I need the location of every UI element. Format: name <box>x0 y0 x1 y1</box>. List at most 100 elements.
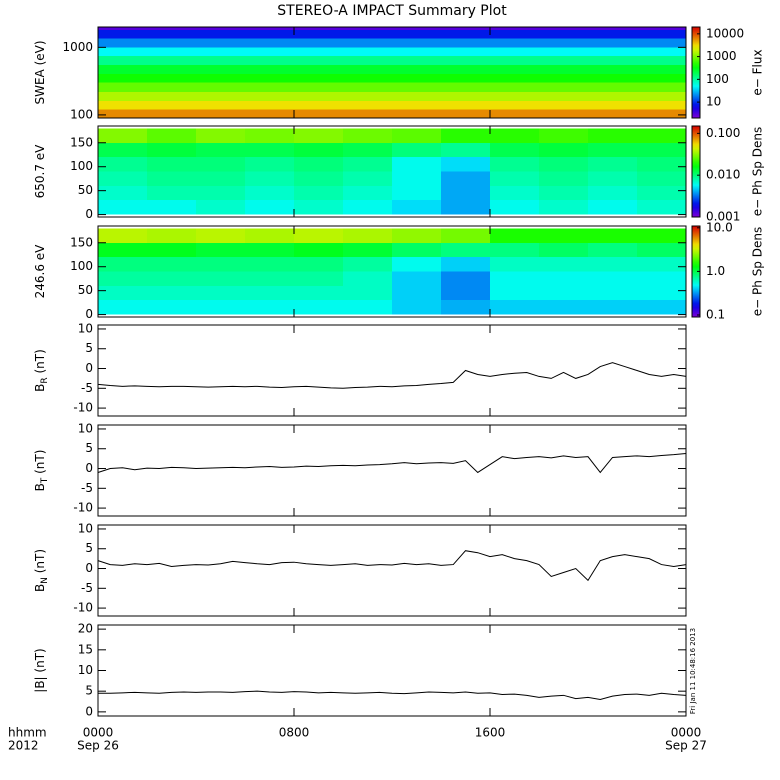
heatmap-cell <box>490 142 539 158</box>
y-tick-label: 15 <box>78 642 93 656</box>
heatmap-cell <box>539 285 588 301</box>
heatmap-cell <box>147 300 196 315</box>
heatmap-cell <box>441 157 490 172</box>
y-tick-label: -5 <box>81 381 93 395</box>
heatmap-cell <box>490 300 539 315</box>
heatmap-cell <box>196 285 245 301</box>
colorbar-tick-label: 0.001 <box>706 210 740 224</box>
heatmap-cell <box>245 157 294 172</box>
heatmap-cell <box>98 142 147 158</box>
heatmap-cell <box>490 285 539 301</box>
heatmap-cell <box>343 200 392 215</box>
heatmap-cell <box>98 185 147 201</box>
panel-frame <box>97 524 687 617</box>
heatmap-cell <box>196 228 245 243</box>
timestamp: Fri Jan 11 10:48:16 2013 <box>689 628 697 714</box>
panel-frame <box>97 624 687 717</box>
heatmap-cell <box>245 228 294 243</box>
heatmap-cell <box>294 257 343 272</box>
heatmap-cell <box>245 128 294 143</box>
y-tick-label: 5 <box>85 684 93 698</box>
colorbar-tick-label: 10.0 <box>706 220 733 234</box>
heatmap-cell <box>588 200 637 215</box>
heatmap-cell <box>294 300 343 315</box>
heatmap-cell <box>196 142 245 158</box>
y-tick-label: 100 <box>70 107 93 121</box>
heatmap-cell <box>441 257 490 272</box>
heatmap-cell <box>392 242 441 258</box>
y-axis-label-text: 246.6 eV <box>33 244 47 299</box>
colorbar-tick-label: 100 <box>706 72 729 86</box>
heatmap-cell <box>98 257 147 272</box>
x-tick-label: 0000 <box>671 726 702 740</box>
heatmap-cell <box>245 300 294 315</box>
heatmap-cell <box>147 171 196 186</box>
y-axis-label-subscript: R <box>40 377 50 383</box>
heatmap-cell <box>196 300 245 315</box>
heatmap-cell <box>392 200 441 215</box>
y-axis-label-suffix: (nT) <box>33 450 47 478</box>
heatmap-cell <box>441 200 490 215</box>
heatmap-cell <box>294 142 343 158</box>
heatmap-cell <box>637 142 686 158</box>
heatmap-cell <box>147 228 196 243</box>
y-axis-label: 650.7 eV <box>33 144 47 199</box>
y-tick-label: 5 <box>85 541 93 555</box>
colorbar-tick-label: 1.0 <box>706 264 725 278</box>
heatmap-cell <box>147 157 196 172</box>
colorbar-tick-label: 10000 <box>706 26 744 40</box>
heatmap-cell <box>343 257 392 272</box>
y-tick-label: 50 <box>78 283 93 297</box>
heatmap-cell <box>245 171 294 186</box>
heatmap-cell <box>196 257 245 272</box>
heatmap-cell <box>539 128 588 143</box>
heatmap-cell <box>294 285 343 301</box>
heatmap-cell <box>637 257 686 272</box>
panel-frame <box>97 324 687 417</box>
heatmap-cell <box>343 228 392 243</box>
heatmap-cell <box>588 157 637 172</box>
heatmap-cell <box>98 157 147 172</box>
heatmap-cell <box>392 257 441 272</box>
colorbar-tick-label: 0.010 <box>706 168 740 182</box>
heatmap-cell <box>392 185 441 201</box>
heatmap-cell <box>294 171 343 186</box>
colorbar <box>691 125 701 218</box>
heatmap-cell <box>637 285 686 301</box>
y-tick-label: 10 <box>78 421 93 435</box>
heatmap-cell <box>441 300 490 315</box>
heatmap-cell <box>98 228 147 243</box>
heatmap-cell <box>147 242 196 258</box>
heatmap-cell <box>539 142 588 158</box>
heatmap-cell <box>490 271 539 286</box>
heatmap-cell <box>392 128 441 143</box>
heatmap-cell <box>588 271 637 286</box>
heatmap-cell <box>588 300 637 315</box>
heatmap-cell <box>294 242 343 258</box>
colorbar-label: e− Ph Sp Dens <box>751 127 765 216</box>
heatmap-cell <box>637 300 686 315</box>
heatmap-cell <box>98 64 686 75</box>
heatmap-cell <box>588 242 637 258</box>
heatmap-cell <box>245 257 294 272</box>
heatmap-cell <box>147 271 196 286</box>
heatmap-cell <box>245 142 294 158</box>
heatmap-cell <box>588 228 637 243</box>
y-tick-label: 100 <box>70 159 93 173</box>
heatmap-cell <box>539 157 588 172</box>
panel-frame <box>97 424 687 517</box>
y-tick-label: 5 <box>85 341 93 355</box>
y-axis-label-text: B <box>33 584 47 592</box>
y-axis-label-suffix: (nT) <box>33 349 47 377</box>
y-axis-label: BR (nT) <box>33 349 50 392</box>
heatmap-cell <box>490 171 539 186</box>
y-tick-label: 10 <box>78 521 93 535</box>
colorbar-tick-label: 10 <box>706 95 721 109</box>
heatmap-cell <box>98 109 686 118</box>
heatmap-cell <box>637 157 686 172</box>
heatmap-cell <box>196 157 245 172</box>
y-tick-label: 150 <box>70 235 93 249</box>
y-axis-label: SWEA (eV) <box>33 40 47 104</box>
